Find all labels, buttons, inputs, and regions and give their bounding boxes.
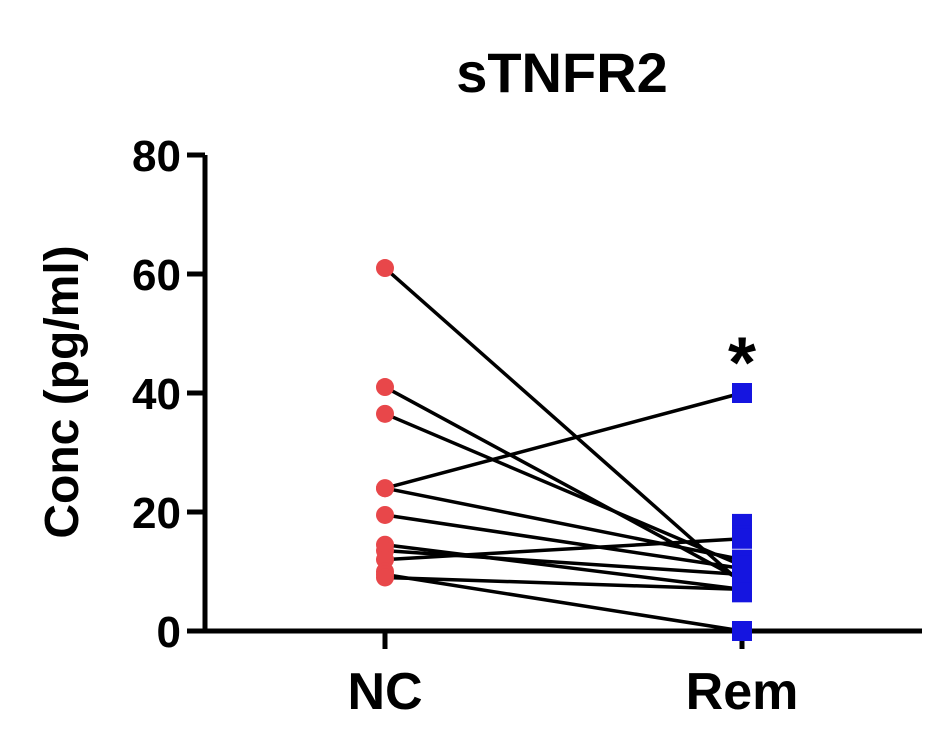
rem-point	[732, 582, 752, 603]
rem-point	[732, 383, 752, 403]
y-tick-label: 0	[157, 608, 181, 657]
nc-point	[376, 479, 394, 498]
x-tick-label: NC	[347, 663, 422, 721]
y-tick-label: 40	[132, 370, 181, 419]
rem-point	[732, 561, 752, 582]
nc-point	[376, 505, 394, 524]
pair-line	[384, 548, 743, 577]
pair-line	[384, 542, 743, 592]
annotations: *	[728, 323, 756, 403]
markers	[376, 259, 752, 641]
nc-point	[376, 404, 394, 423]
y-axis-label: Conc (pg/ml)	[36, 245, 89, 538]
rem-point	[732, 528, 752, 549]
rem-point	[732, 621, 752, 641]
significance-asterisk: *	[728, 323, 756, 403]
y-tick-label: 60	[132, 251, 181, 300]
pair-line	[384, 486, 743, 562]
pair-line	[384, 572, 743, 633]
nc-point	[376, 378, 394, 397]
pair-line	[384, 513, 743, 571]
axes: 0 20 40 60 80 NC Rem	[132, 132, 922, 721]
pair-line	[384, 537, 743, 562]
chart-title: sTNFR2	[456, 41, 668, 104]
x-tick-label: Rem	[686, 663, 799, 721]
pair-line	[384, 575, 743, 592]
pair-line	[383, 266, 744, 585]
nc-point	[376, 568, 394, 587]
nc-point	[376, 259, 394, 278]
pair-line	[384, 391, 743, 490]
pair-line	[384, 412, 743, 568]
y-tick-label: 20	[132, 489, 181, 538]
y-tick-label: 80	[132, 132, 181, 181]
pair-lines	[383, 266, 744, 633]
